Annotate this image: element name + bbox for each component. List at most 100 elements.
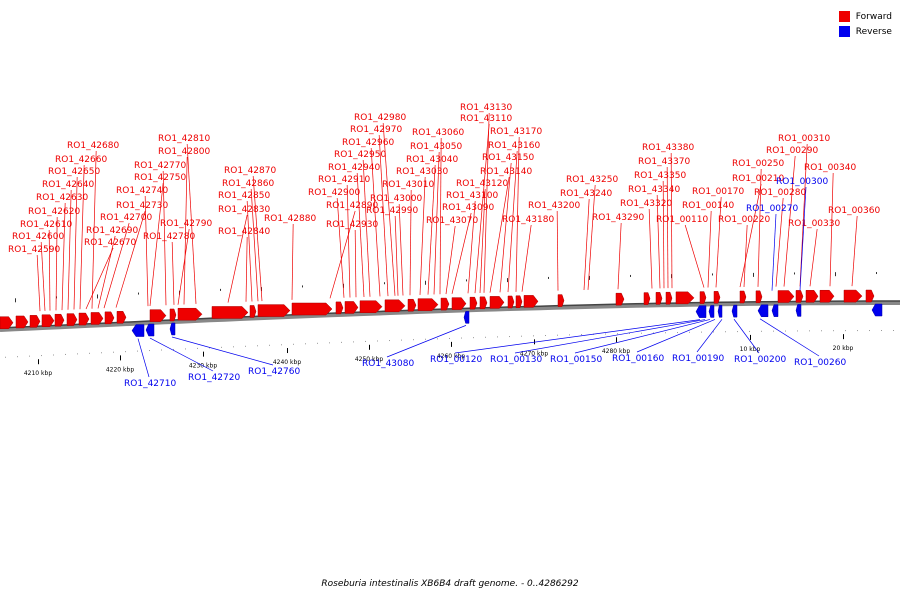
reverse-gene-label: RO1_42760	[248, 367, 300, 377]
forward-gene-label: RO1_43000	[370, 194, 422, 204]
forward-leader	[36, 254, 41, 312]
ruler-dot	[497, 336, 498, 338]
ruler-tick	[750, 334, 751, 340]
forward-leader	[507, 150, 518, 293]
reverse-gene	[771, 304, 779, 317]
forward-gene-label: RO1_43370	[638, 157, 690, 167]
ruler-dot	[293, 343, 294, 345]
forward-leader	[483, 112, 490, 293]
forward-leader	[617, 222, 622, 290]
forward-gene-label: RO1_42660	[55, 155, 107, 165]
ruler-dot	[869, 330, 870, 332]
reverse-gene-label: RO1_00300	[776, 177, 828, 187]
ruler-dot	[113, 351, 114, 353]
ruler-dot	[233, 346, 234, 348]
reverse-gene	[717, 305, 723, 318]
ruler-label: 4260 kbp	[437, 353, 465, 360]
forward-leader	[419, 176, 426, 295]
ruler-dot	[713, 331, 714, 333]
forward-gene-label: RO1_42750	[134, 173, 186, 183]
forward-gene	[407, 298, 417, 312]
forward-gene-label: RO1_42960	[342, 138, 394, 148]
forward-leader	[354, 229, 357, 298]
forward-gene-label: RO1_43340	[628, 185, 680, 195]
forward-gene	[819, 289, 835, 303]
forward-gene-label: RO1_00170	[692, 187, 744, 197]
forward-gene	[665, 291, 673, 305]
forward-gene-label: RO1_42890	[326, 201, 378, 211]
forward-gene-label: RO1_43350	[634, 171, 686, 181]
forward-leader	[666, 166, 669, 289]
ruler-dot	[485, 336, 486, 338]
ruler-dot	[173, 348, 174, 350]
forward-gene-label: RO1_43120	[456, 179, 508, 189]
forward-gene	[643, 292, 651, 305]
forward-gene	[211, 306, 249, 319]
forward-gene-label: RO1_00280	[754, 188, 806, 198]
reverse-gene	[708, 305, 715, 318]
ruler-dot	[257, 345, 258, 347]
forward-leader	[370, 147, 381, 297]
forward-gene-label: RO1_42860	[222, 179, 274, 189]
ruler-top-tick	[876, 272, 877, 275]
backbone	[0, 301, 900, 332]
ruler-dot	[269, 344, 270, 346]
ruler-dot	[413, 339, 414, 341]
forward-leader	[467, 200, 476, 294]
reverse-leader	[137, 338, 150, 378]
forward-leader	[79, 164, 85, 310]
ruler-label: 4280 kbp	[602, 348, 630, 355]
forward-leader	[799, 143, 808, 287]
forward-leader	[656, 194, 661, 289]
forward-gene	[655, 292, 663, 305]
reverse-swatch	[838, 26, 850, 37]
forward-gene	[615, 292, 625, 306]
forward-gene	[489, 296, 505, 309]
ruler-label: 10 kbp	[740, 346, 761, 353]
reverse-gene	[695, 305, 707, 318]
reverse-gene-label: RO1_43080	[362, 359, 414, 369]
ruler-dot	[845, 330, 846, 332]
ruler-dot	[161, 349, 162, 351]
forward-gene	[54, 313, 65, 327]
forward-gene	[843, 289, 863, 303]
forward-gene-label: RO1_00290	[766, 146, 818, 156]
forward-gene-label: RO1_00340	[804, 163, 856, 173]
ruler-top-tick	[712, 273, 713, 276]
forward-leader	[227, 214, 248, 303]
reverse-gene	[731, 304, 738, 318]
forward-gene	[149, 309, 167, 322]
forward-leader	[91, 150, 97, 309]
reverse-gene	[145, 323, 155, 337]
forward-gene-label: RO1_00210	[732, 174, 784, 184]
ruler-dot	[77, 353, 78, 355]
ruler-label: 4210 kbp	[24, 370, 52, 377]
ruler-dot	[521, 335, 522, 337]
forward-leader	[775, 197, 784, 287]
reverse-leader	[696, 319, 723, 353]
forward-leader	[162, 170, 167, 306]
legend-reverse-label: Reverse	[855, 26, 892, 37]
forward-gene	[739, 290, 747, 304]
ruler-tick	[120, 355, 121, 361]
ruler-dot	[197, 347, 198, 349]
ruler-top-tick	[97, 294, 98, 299]
forward-leader	[684, 224, 705, 288]
forward-gene	[359, 300, 383, 313]
forward-leader	[783, 155, 796, 287]
forward-gene	[15, 315, 29, 329]
forward-leader	[662, 180, 665, 289]
forward-leader	[743, 224, 748, 288]
ruler-dot	[341, 341, 342, 343]
forward-leader	[177, 228, 190, 305]
forward-leader	[40, 241, 46, 311]
ruler-label: 4220 kbp	[106, 366, 134, 373]
forward-leader	[382, 122, 396, 296]
ruler-dot	[53, 354, 54, 356]
forward-gene-label: RO1_42850	[218, 191, 270, 201]
ruler-dot	[209, 347, 210, 349]
forward-gene	[675, 291, 695, 305]
reverse-leader	[149, 337, 214, 372]
ruler-top-tick	[15, 298, 16, 303]
